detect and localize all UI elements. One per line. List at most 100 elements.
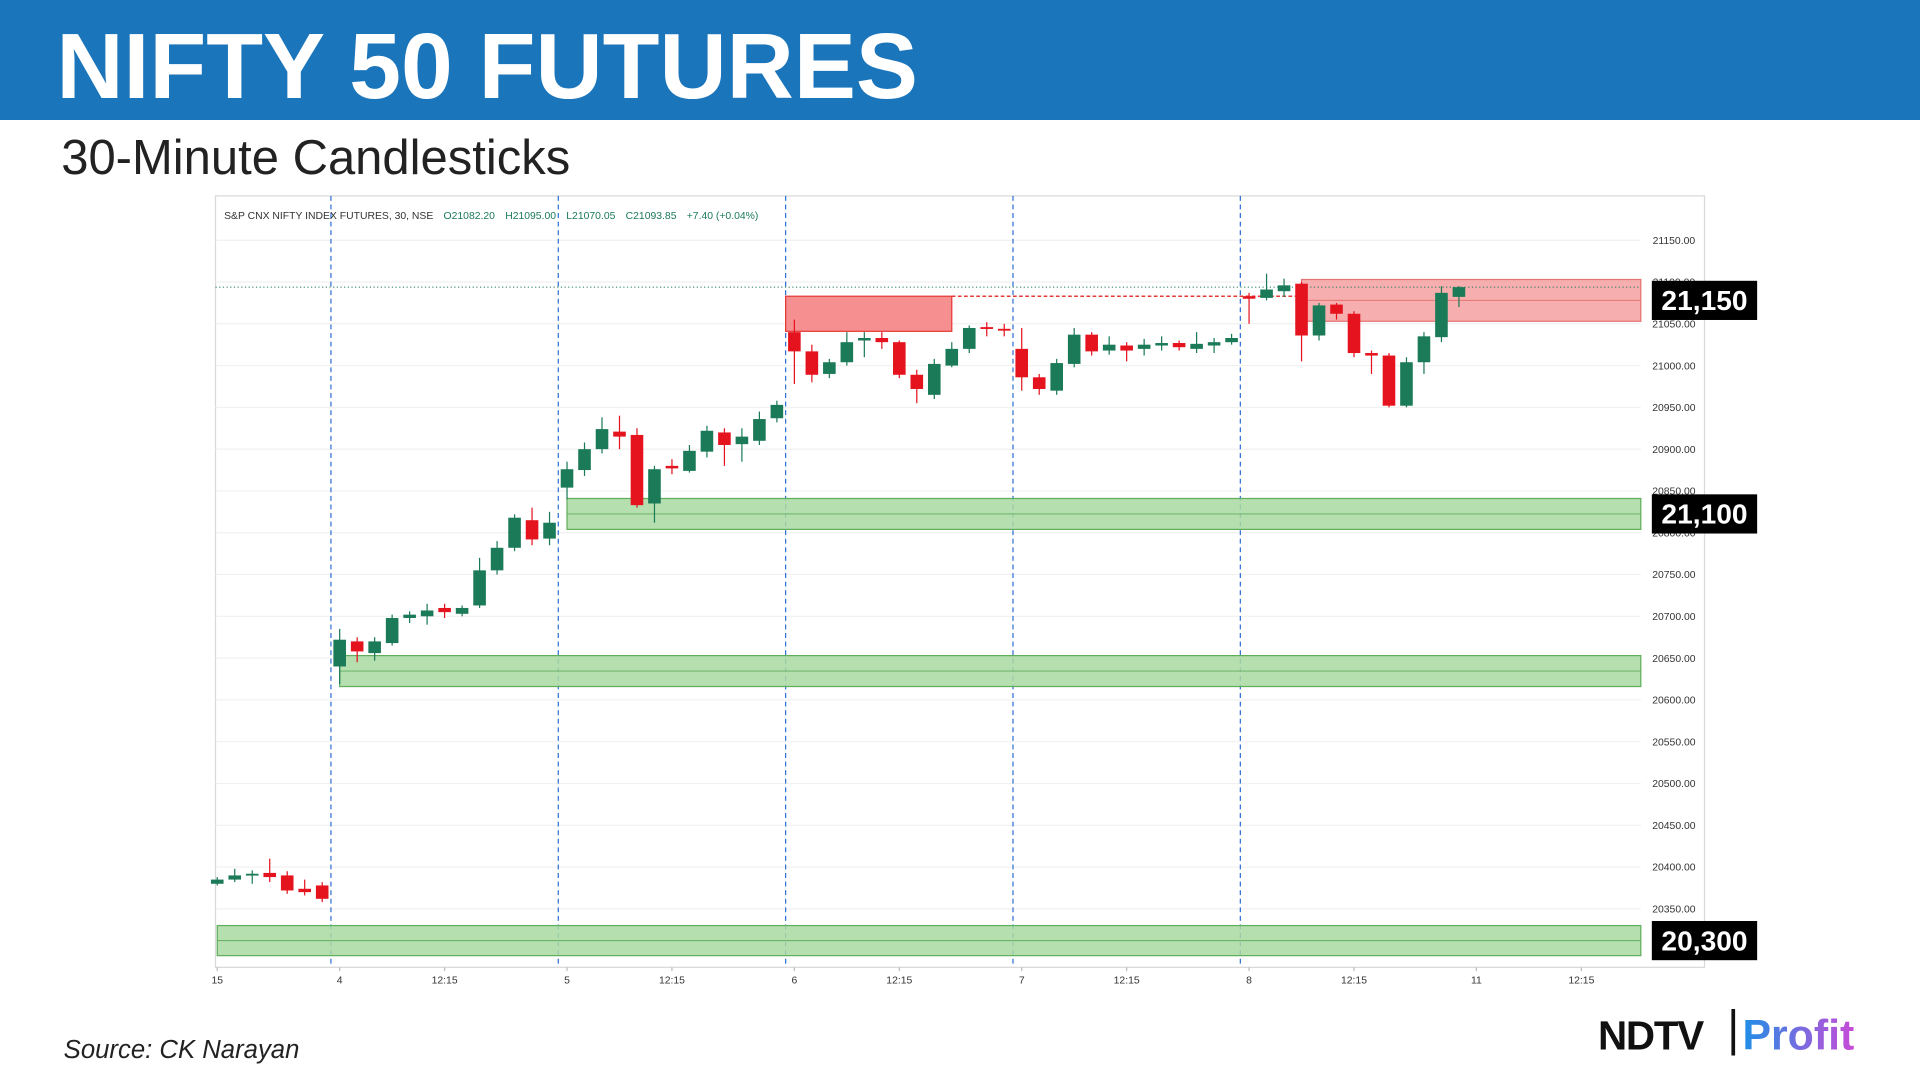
x-tick-label: 12:15 [886,975,912,986]
candle-body [1382,355,1396,406]
candle-body [910,374,924,389]
candle-body [1260,289,1273,298]
candle-body [770,404,784,419]
x-tick-label: 15 [211,975,223,986]
candle-body [1120,345,1133,351]
candle-body [980,327,994,329]
candle-body [1137,344,1151,349]
candle-body [1190,343,1203,349]
title-banner [0,0,1920,120]
candle-body [1172,343,1186,348]
candle-body [403,614,416,618]
candle-body [840,342,854,363]
y-tick-label: 20700.00 [1652,612,1696,623]
subtitle: 30-Minute Candlesticks [61,131,570,185]
y-tick-label: 21150.00 [1653,236,1696,247]
y-tick-label: 20900.00 [1652,445,1696,456]
y-tick-label: 20500.00 [1652,779,1696,790]
brand-divider [1731,1008,1736,1056]
zone [785,295,953,332]
title: NIFTY 50 FUTURES [56,14,918,118]
candle-body [228,875,242,880]
candle-body [298,888,311,893]
candle-body [1242,296,1256,299]
candle-body [560,469,574,488]
candle-body [315,885,329,899]
candle-body [945,348,959,366]
brand-logo: NDTV [1598,1012,1704,1058]
zone-label: 20,300 [1661,925,1747,956]
y-tick-label: 20650.00 [1652,654,1696,665]
x-tick-label: 12:15 [659,975,685,986]
y-tick-label: 20450.00 [1652,821,1696,832]
x-tick-label: 11 [1471,975,1482,986]
candle-body [1417,336,1431,363]
candle-body [648,469,661,504]
legend-close: C21093.85 [626,211,677,222]
candle-body [385,617,399,644]
candle-body [1225,338,1238,343]
candle-body [997,328,1011,331]
candle-body [490,547,504,571]
y-tick-label: 20350.00 [1652,905,1696,916]
candle-body [595,429,609,450]
x-tick-label: 5 [564,975,570,986]
candle-body [1085,334,1098,352]
zone-label-box [1651,921,1758,961]
candle-body [805,351,819,375]
candle-body [893,342,906,375]
x-tick-label: 12:15 [432,975,458,986]
candle-body [788,332,801,352]
candle-body [420,610,434,617]
plot: 21150.0021100.0021050.0021000.0020950.00… [210,195,1696,986]
candle-body [962,327,976,349]
candle-body [858,338,871,341]
legend-high: H21095.00 [505,211,556,222]
candle-body [263,872,277,878]
x-tick-label: 6 [791,975,797,986]
x-tick-label: 8 [1246,975,1252,986]
candle-body [1207,342,1221,346]
zone-label: 21,100 [1661,499,1747,530]
candle-body [1347,313,1361,354]
candle-body [210,879,224,884]
candle-body [280,875,294,891]
y-tick-label: 20800.00 [1652,528,1696,539]
candle-body [455,607,469,614]
source: Source: CK Narayan [64,1036,300,1064]
candle-body [1155,343,1168,346]
candle-body [368,641,381,654]
y-tick-label: 20600.00 [1652,696,1696,707]
candle-body [1365,353,1378,356]
candle-body [927,363,941,395]
y-tick-label: 21050.00 [1652,319,1696,330]
candle-body [1277,285,1291,292]
candle-body [350,641,364,652]
candle-body [543,522,556,539]
candle-body [1015,348,1029,378]
zone-label: 21,150 [1661,285,1747,316]
candle-body [630,434,644,506]
zone-label-box [1651,280,1758,320]
candle-body [753,419,766,441]
candle-body [1400,362,1413,406]
candle-body [1032,377,1046,389]
zone-label-box [1651,494,1758,534]
candle-body [578,449,591,471]
candle-body [1050,363,1063,391]
candle-body [245,873,259,876]
candle-body [735,436,749,445]
candle-body [613,431,626,437]
candle-body [1452,287,1466,297]
candle-body [1295,283,1308,336]
y-tick-label: 21000.00 [1652,361,1696,372]
chart-frame [214,195,1706,968]
legend-symbol: S&P CNX NIFTY INDEX FUTURES, 30, NSE [224,211,433,222]
candle-body [1102,344,1116,351]
candle-body [525,520,539,540]
candle-body [700,430,714,452]
x-tick-label: 7 [1019,975,1025,986]
candle-body [508,517,521,548]
candle-body [683,450,696,471]
